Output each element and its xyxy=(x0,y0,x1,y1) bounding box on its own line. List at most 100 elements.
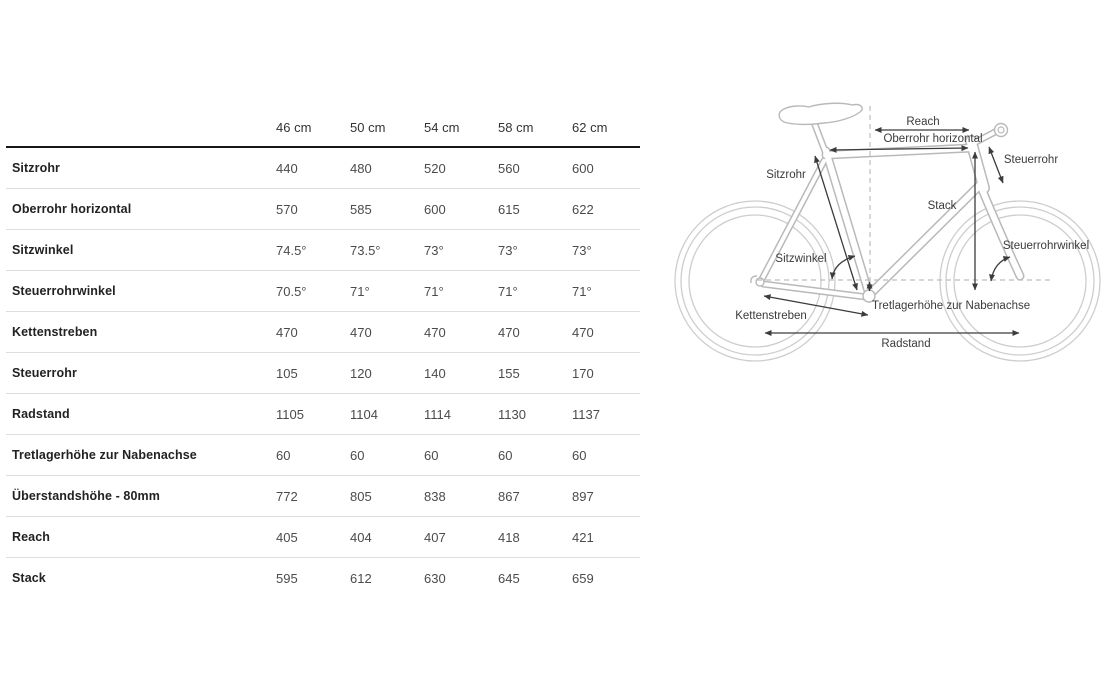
row-value: 600 xyxy=(572,160,594,176)
saddle xyxy=(778,102,863,126)
diagram-label-stack: Stack xyxy=(928,200,957,212)
size-column-header: 50 cm xyxy=(350,119,386,135)
row-label: Sitzwinkel xyxy=(12,243,74,257)
row-value: 1104 xyxy=(350,406,378,422)
row-value: 600 xyxy=(424,201,446,217)
row-value: 520 xyxy=(424,160,446,176)
table-row: Oberrohr horizontal 570 585 600 615 622 xyxy=(6,189,640,230)
row-value: 74.5° xyxy=(276,242,307,258)
table-row: Reach 405 404 407 418 421 xyxy=(6,517,640,558)
table-row: Kettenstreben 470 470 470 470 470 xyxy=(6,312,640,353)
diagram-label-steuerrohrwinkel: Steuerrohrwinkel xyxy=(1003,240,1089,252)
row-label: Sitzrohr xyxy=(12,161,61,175)
geometry-table: 46 cm 50 cm 54 cm 58 cm 62 cm Sitzrohr 4… xyxy=(6,108,640,598)
row-value: 71° xyxy=(572,283,592,299)
row-value: 645 xyxy=(498,570,520,586)
dimension-arrows xyxy=(763,127,1020,336)
handlebar xyxy=(993,122,1009,138)
row-value: 405 xyxy=(276,529,298,545)
diagram-label-reach: Reach xyxy=(906,116,939,128)
table-header-row: 46 cm 50 cm 54 cm 58 cm 62 cm xyxy=(6,108,640,148)
row-value: 595 xyxy=(276,570,298,586)
row-value: 71° xyxy=(350,283,370,299)
row-value: 71° xyxy=(498,283,518,299)
size-column-header: 54 cm xyxy=(424,119,460,135)
row-value: 440 xyxy=(276,160,298,176)
size-column-header: 46 cm xyxy=(276,119,312,135)
row-value: 897 xyxy=(572,488,594,504)
oberrohr-arrow xyxy=(829,145,969,153)
row-value: 73° xyxy=(572,242,592,258)
row-value: 418 xyxy=(498,529,520,545)
table-row: Sitzwinkel 74.5° 73.5° 73° 73° 73° xyxy=(6,230,640,271)
row-value: 155 xyxy=(498,365,520,381)
row-label: Radstand xyxy=(12,407,70,421)
steuerrohr-arrow xyxy=(988,146,1004,184)
row-value: 772 xyxy=(276,488,298,504)
table-row: Stack 595 612 630 645 659 xyxy=(6,558,640,598)
diagram-label-radstand: Radstand xyxy=(881,338,930,350)
diagram-label-oberrohr-horizontal: Oberrohr horizontal xyxy=(883,133,982,145)
row-value: 470 xyxy=(498,324,520,340)
row-value: 1105 xyxy=(276,406,304,422)
size-column-header: 58 cm xyxy=(498,119,534,135)
row-value: 622 xyxy=(572,201,594,217)
row-value: 470 xyxy=(276,324,298,340)
diagram-label-kettenstreben: Kettenstreben xyxy=(735,310,807,322)
row-value: 73° xyxy=(424,242,444,258)
row-label: Überstandshöhe - 80mm xyxy=(12,489,160,503)
row-value: 73° xyxy=(498,242,518,258)
row-value: 1137 xyxy=(572,406,600,422)
row-value: 70.5° xyxy=(276,283,307,299)
row-value: 470 xyxy=(424,324,446,340)
kettenstreben-arrow xyxy=(763,294,869,317)
row-value: 60 xyxy=(276,447,291,463)
steuerrohrwinkel-angle-arc xyxy=(989,256,1011,282)
row-value: 480 xyxy=(350,160,372,176)
row-value: 120 xyxy=(350,365,372,381)
row-value: 838 xyxy=(424,488,446,504)
rear-wheel xyxy=(674,200,836,362)
table-row: Radstand 1105 1104 1114 1130 1137 xyxy=(6,394,640,435)
diagram-label-sitzrohr: Sitzrohr xyxy=(766,169,806,181)
row-value: 407 xyxy=(424,529,446,545)
size-column-header: 62 cm xyxy=(572,119,608,135)
row-label: Kettenstreben xyxy=(12,325,98,339)
row-value: 140 xyxy=(424,365,446,381)
row-value: 805 xyxy=(350,488,372,504)
row-label: Oberrohr horizontal xyxy=(12,202,132,216)
row-value: 470 xyxy=(350,324,372,340)
row-label: Tretlagerhöhe zur Nabenachse xyxy=(12,448,197,462)
row-label: Stack xyxy=(12,571,46,585)
table-row: Steuerrohr 105 120 140 155 170 xyxy=(6,353,640,394)
row-value: 1114 xyxy=(424,406,451,422)
row-value: 71° xyxy=(424,283,444,299)
row-value: 615 xyxy=(498,201,520,217)
row-value: 612 xyxy=(350,570,372,586)
row-value: 105 xyxy=(276,365,298,381)
table-row: Steuerrohrwinkel 70.5° 71° 71° 71° 71° xyxy=(6,271,640,312)
row-value: 1130 xyxy=(498,406,526,422)
row-value: 60 xyxy=(498,447,513,463)
row-value: 867 xyxy=(498,488,520,504)
row-label: Steuerrohr xyxy=(12,366,77,380)
row-value: 170 xyxy=(572,365,594,381)
diagram-label-tretlagerhoehe: Tretlagerhöhe zur Nabenachse xyxy=(872,300,1030,312)
row-value: 570 xyxy=(276,201,298,217)
row-value: 630 xyxy=(424,570,446,586)
table-row: Sitzrohr 440 480 520 560 600 xyxy=(6,148,640,189)
table-row: Überstandshöhe - 80mm 772 805 838 867 89… xyxy=(6,476,640,517)
row-value: 585 xyxy=(350,201,372,217)
row-label: Steuerrohrwinkel xyxy=(12,284,116,298)
row-value: 60 xyxy=(572,447,587,463)
row-value: 404 xyxy=(350,529,372,545)
row-value: 470 xyxy=(572,324,594,340)
row-value: 60 xyxy=(424,447,439,463)
table-row: Tretlagerhöhe zur Nabenachse 60 60 60 60… xyxy=(6,435,640,476)
row-value: 421 xyxy=(572,529,594,545)
row-value: 560 xyxy=(498,160,520,176)
diagram-label-steuerrohr: Steuerrohr xyxy=(1004,154,1059,166)
diagram-label-sitzwinkel: Sitzwinkel xyxy=(775,253,826,265)
row-value: 659 xyxy=(572,570,594,586)
